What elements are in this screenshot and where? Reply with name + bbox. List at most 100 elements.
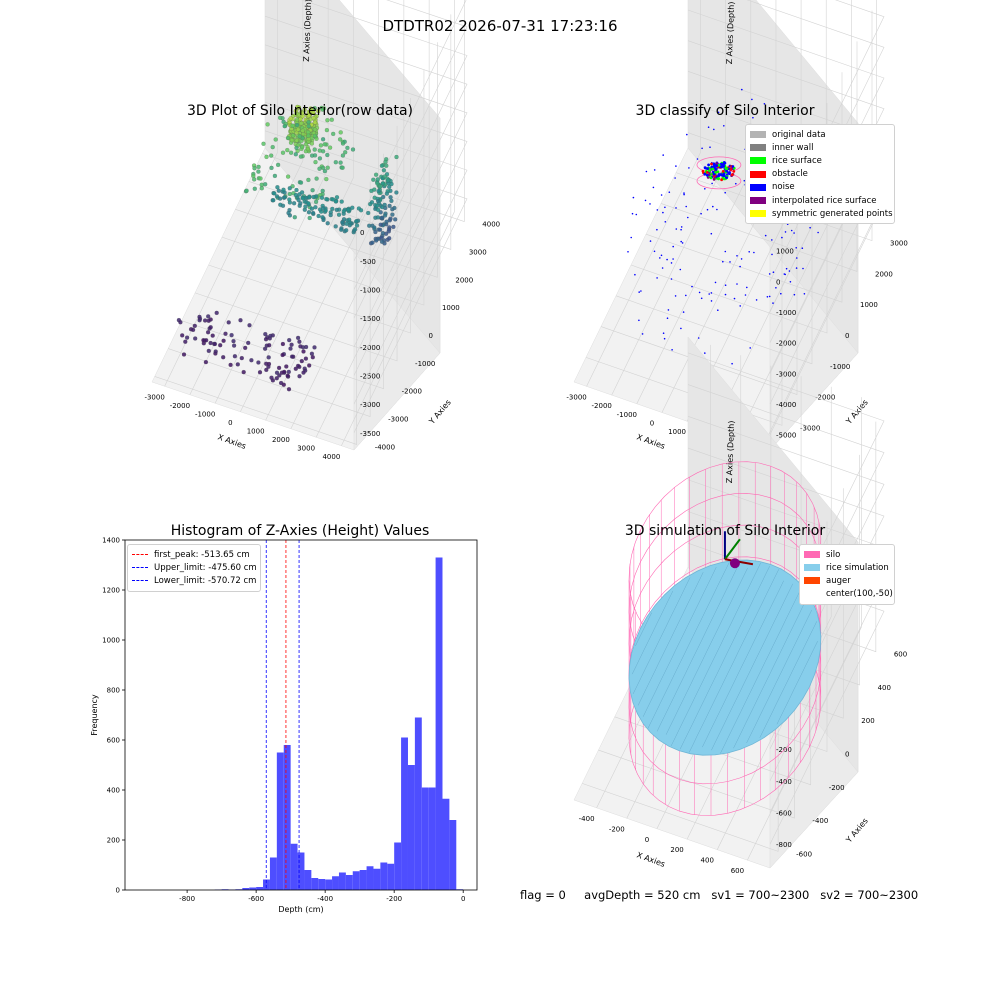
plot4-rice-mesh <box>759 621 817 738</box>
plot1-point <box>192 323 197 328</box>
plot1-point <box>285 148 290 153</box>
plot4-ytick-label: -200 <box>829 784 845 792</box>
plot2-grid-x <box>586 0 701 387</box>
plot1-point <box>312 147 317 152</box>
plot3-legend: first_peak: -513.65 cm Upper_limit: -475.… <box>127 544 261 592</box>
plot4-legend-entry: silo <box>804 548 890 561</box>
plot2-legend-entry: obstacle <box>750 168 890 181</box>
plot4-legend-swatch <box>804 551 820 559</box>
plot2-grid-x <box>611 0 726 396</box>
plot3-bar <box>414 717 422 890</box>
plot3-legend-line <box>132 580 148 582</box>
plot1-point <box>293 192 298 198</box>
plot1-point <box>275 185 280 190</box>
plot3-legend-line <box>132 567 148 569</box>
plot1-point <box>339 227 344 232</box>
plot1-point <box>252 177 257 182</box>
plot1-zlabel: Z Axies (Depth) <box>302 0 313 62</box>
plot1-point <box>340 165 345 170</box>
plot3-ytick-label: 600 <box>107 737 120 745</box>
plot4-legend-label: rice simulation <box>826 562 889 573</box>
plot2-noise-point <box>698 291 701 294</box>
plot1-point <box>214 310 219 315</box>
plot2-xtick-label: 1000 <box>668 428 686 436</box>
plot1-point <box>299 121 304 126</box>
plot1-point <box>383 213 388 218</box>
plot2-class-point <box>703 172 707 176</box>
plot1-point <box>378 222 383 227</box>
plot4-center-marker <box>729 558 740 569</box>
plot2-xtick-label: -3000 <box>566 393 586 401</box>
plot3-bar <box>442 798 450 890</box>
plot2-noise-point <box>795 267 798 269</box>
plot1-point <box>325 152 330 158</box>
plot1-point <box>264 154 269 159</box>
plot1-point <box>295 104 300 110</box>
plot2-noise-point <box>680 240 682 243</box>
plot4-ytick-label: 0 <box>845 751 849 759</box>
plot1-point <box>353 227 358 232</box>
plot1-point <box>375 203 380 208</box>
plot1-point <box>252 166 257 171</box>
plot2-noise-point <box>739 265 741 268</box>
plot1-point <box>300 128 305 133</box>
plot2-noise-point <box>649 240 652 242</box>
plot2-noise-point <box>675 165 677 167</box>
plot1-ytick-label: 1000 <box>442 304 460 312</box>
plot2-zlabel: Z Axies (Depth) <box>725 1 736 64</box>
plot3-bar <box>421 787 429 890</box>
plot1-point <box>257 370 263 375</box>
plot1-point <box>293 152 298 157</box>
plot2-silo-ring <box>696 156 742 174</box>
plot3-title: Histogram of Z-Axies (Height) Values <box>170 523 430 539</box>
plot1-point <box>330 206 335 211</box>
plot3-bar <box>352 871 360 890</box>
plot1-xtick-label: 0 <box>228 419 232 427</box>
plot1-point <box>264 367 269 372</box>
plot4-rice-mesh <box>776 641 818 725</box>
plot2-noise-point <box>652 186 655 189</box>
plot2-noise-point <box>753 251 755 254</box>
plot1-xtick-label: 3000 <box>297 444 315 452</box>
plot1-point <box>293 108 298 114</box>
plot1-grid-y <box>235 42 438 278</box>
plot2-class-point <box>706 167 710 171</box>
plot1-point <box>301 349 306 354</box>
plot1-xtick-label: -3000 <box>144 393 164 401</box>
plot1-point <box>180 333 185 338</box>
plot1-point <box>286 174 291 179</box>
plot2-legend-swatch <box>750 210 766 218</box>
plot1-point <box>296 197 301 203</box>
plot3-bar <box>304 870 312 890</box>
plot1-point <box>203 318 208 323</box>
plot2-class-point <box>712 172 716 176</box>
plot1-point <box>354 219 359 224</box>
plot2-legend-label: rice surface <box>772 155 822 166</box>
plot1-point <box>296 363 301 368</box>
plot1-point <box>305 146 310 151</box>
plot1-point <box>185 335 190 340</box>
plot1-point <box>339 199 344 204</box>
plot1-point <box>193 336 198 341</box>
plot1-point <box>372 187 377 192</box>
plot2-noise-point <box>704 352 706 354</box>
plot2-noise-point <box>700 297 703 300</box>
plot1-point <box>334 207 339 212</box>
plot4-ytick-label: -400 <box>812 817 828 825</box>
plot3-ytick-label: 400 <box>107 787 120 795</box>
plot1-ytick-label: 3000 <box>469 248 487 256</box>
plot1-point <box>306 120 311 125</box>
plot2-noise-point <box>683 192 685 194</box>
plot2-noise-point <box>739 305 741 307</box>
plot1-point <box>293 366 298 371</box>
plot4-xlabel: X Axies <box>635 850 666 869</box>
plot3-legend-entry: first_peak: -513.65 cm <box>132 548 256 561</box>
plot1-point <box>300 110 305 116</box>
plot1-point <box>206 330 211 335</box>
plot1-point <box>312 153 318 158</box>
plot2-class-point <box>720 178 723 182</box>
plot2-noise-point <box>790 229 793 232</box>
plot1-point <box>280 341 285 347</box>
plot2-noise-point <box>764 234 767 237</box>
